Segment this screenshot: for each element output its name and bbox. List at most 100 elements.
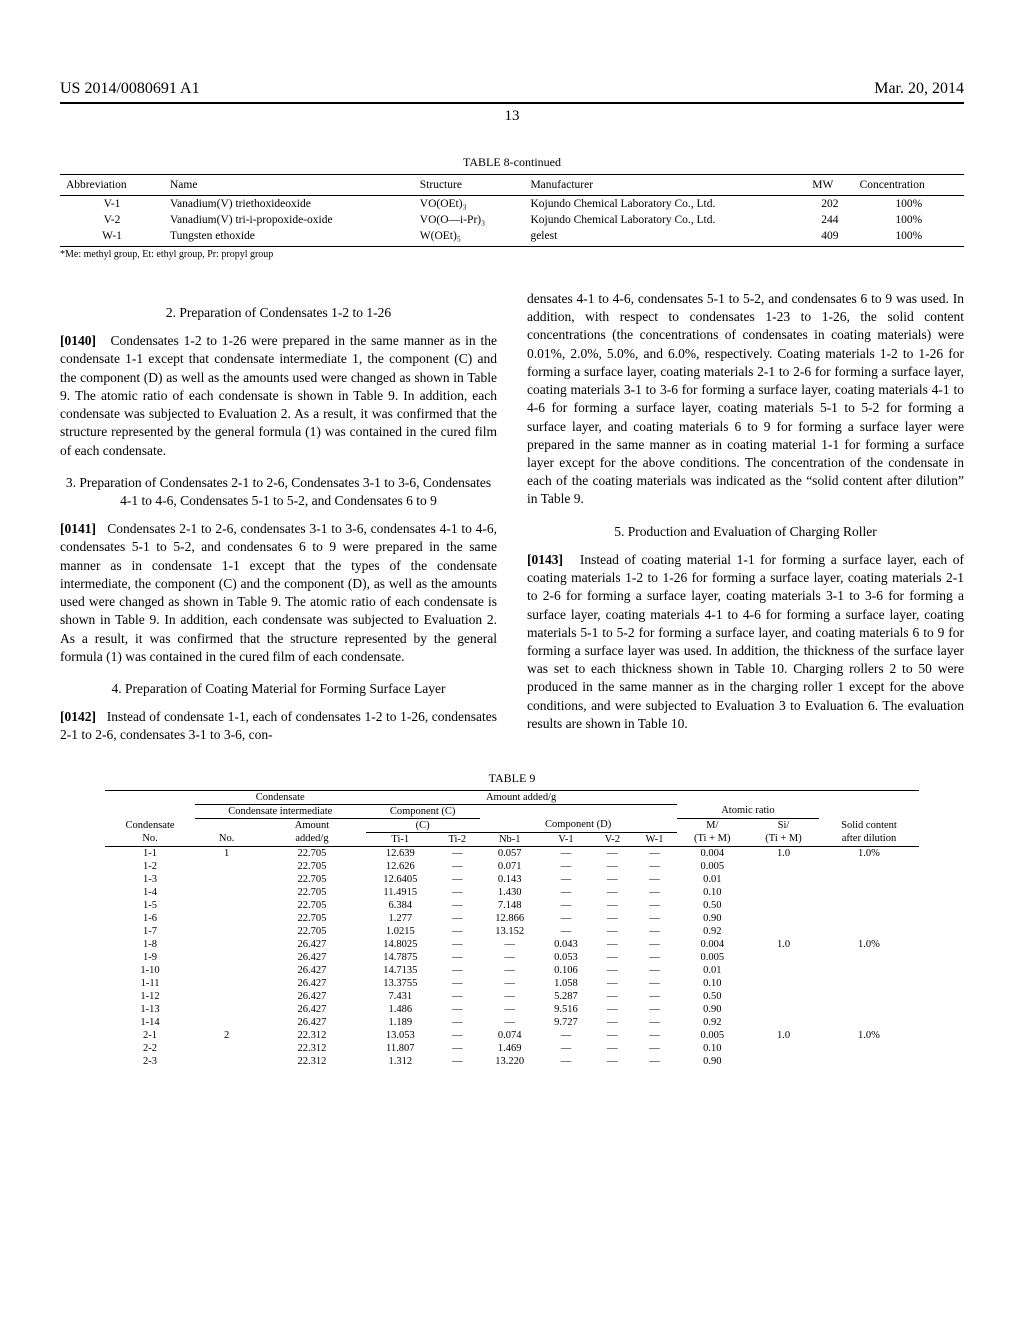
t9-cell: —	[435, 1003, 480, 1016]
t9-cell: 22.312	[258, 1029, 365, 1042]
paranum-0142: [0142]	[60, 709, 96, 724]
table9-row: 2-322.3121.312—13.220———0.90	[105, 1055, 919, 1068]
t9-cell: 1	[195, 846, 258, 860]
p0142-left-text: Instead of condensate 1-1, each of conde…	[60, 709, 497, 742]
t9-cell: —	[480, 964, 540, 977]
t9-cell: —	[540, 912, 592, 925]
t9-cell	[819, 860, 919, 873]
t9-cell	[748, 951, 819, 964]
th-m: (Ti + M)	[677, 832, 748, 846]
t9-cell: —	[632, 873, 676, 886]
t9-cell: 1.0%	[819, 1029, 919, 1042]
t9-cell	[195, 1042, 258, 1055]
t9-grouprow3: Condensate Amount (C) Component (D) M/ S…	[105, 818, 919, 832]
t9-cell	[748, 1016, 819, 1029]
t9-cell: —	[540, 899, 592, 912]
p0141-text: Condensates 2-1 to 2-6, condensates 3-1 …	[60, 521, 497, 664]
t9-cell: 7.431	[366, 990, 435, 1003]
table9-row: 1-522.7056.384—7.148———0.50	[105, 899, 919, 912]
t9-cell: —	[435, 1055, 480, 1068]
th-no: No.	[195, 832, 258, 846]
t9-cell: —	[592, 977, 632, 990]
t9-cell: —	[435, 846, 480, 860]
t9-cell: —	[592, 964, 632, 977]
t9-cell: 1-8	[105, 938, 195, 951]
t9-cell: —	[435, 938, 480, 951]
t9-cell: —	[592, 860, 632, 873]
t9-cell: 1.469	[480, 1042, 540, 1055]
table9-row: 1-1026.42714.7135——0.106——0.01	[105, 964, 919, 977]
t9-cell: 0.074	[480, 1029, 540, 1042]
t9-cell: 1-1	[105, 846, 195, 860]
t9-cell: 1-4	[105, 886, 195, 899]
t9-cell	[748, 912, 819, 925]
t9-cell	[748, 964, 819, 977]
t9-cell: —	[435, 899, 480, 912]
t9-cell: 0.005	[677, 1029, 748, 1042]
t9-cell: 7.148	[480, 899, 540, 912]
t9-cell: 1.189	[366, 1016, 435, 1029]
t9-cell: 1-14	[105, 1016, 195, 1029]
t9-cell: —	[632, 1029, 676, 1042]
t9-cell: 2	[195, 1029, 258, 1042]
t9-cell	[819, 990, 919, 1003]
left-column: 2. Preparation of Condensates 1-2 to 1-2…	[60, 290, 497, 751]
t9-cell: 1.486	[366, 1003, 435, 1016]
t9-cell: —	[632, 1042, 676, 1055]
t9-cell: —	[540, 846, 592, 860]
t9-cell: —	[540, 1042, 592, 1055]
t9-cell: —	[592, 886, 632, 899]
t9-cell: 1-3	[105, 873, 195, 886]
th-mfr: Manufacturer	[524, 175, 806, 196]
t9-condint-group: Condensate intermediate	[195, 804, 366, 818]
t9-cell: —	[540, 925, 592, 938]
t9-cell: —	[632, 964, 676, 977]
t8-cell: VO(OEt)₃	[414, 196, 525, 213]
t9-cell: —	[435, 886, 480, 899]
t9-cell	[195, 990, 258, 1003]
t9-cell: —	[592, 899, 632, 912]
t9-cell: 0.01	[677, 873, 748, 886]
t9-cell: —	[592, 846, 632, 860]
t9-cell: —	[592, 951, 632, 964]
t9-cell: 26.427	[258, 977, 365, 990]
t9-cell	[195, 873, 258, 886]
table9-row: 1-222.70512.626—0.071———0.005	[105, 860, 919, 873]
table9-caption: TABLE 9	[60, 771, 964, 786]
t9-cell: —	[632, 1016, 676, 1029]
th-w1: W-1	[632, 832, 676, 846]
pub-number: US 2014/0080691 A1	[60, 80, 200, 98]
table8: Abbreviation Name Structure Manufacturer…	[60, 174, 964, 247]
t9-cell: 12.866	[480, 912, 540, 925]
t9-cell: 0.10	[677, 886, 748, 899]
sec4-title: 4. Preparation of Coating Material for F…	[60, 680, 497, 698]
t8-cell: Kojundo Chemical Laboratory Co., Ltd.	[524, 212, 806, 228]
t9-cell: —	[592, 1029, 632, 1042]
t9-cell: 13.152	[480, 925, 540, 938]
t9-cell: 1.0%	[819, 846, 919, 860]
t9-cell: 22.705	[258, 886, 365, 899]
th-solid-l1: Solid content	[819, 818, 919, 832]
table9: Condensate Amount added/g Condensate int…	[105, 790, 919, 1068]
t9-cell: —	[592, 912, 632, 925]
t8-cell: 100%	[854, 212, 964, 228]
t9-cell: —	[435, 990, 480, 1003]
th-amount: added/g	[258, 832, 365, 846]
t9-cell: —	[540, 886, 592, 899]
t9-cell: 0.053	[540, 951, 592, 964]
pub-date: Mar. 20, 2014	[874, 80, 964, 98]
t9-cell: —	[540, 860, 592, 873]
t9-cell: 22.705	[258, 899, 365, 912]
t9-cell: 0.10	[677, 977, 748, 990]
t8-cell: V-2	[60, 212, 164, 228]
t9-cell: 1-13	[105, 1003, 195, 1016]
para-0142-right: densates 4-1 to 4-6, condensates 5-1 to …	[527, 290, 964, 509]
table9-row: 1-422.70511.4915—1.430———0.10	[105, 886, 919, 899]
t9-cell: 1-9	[105, 951, 195, 964]
t9-cell: 14.7135	[366, 964, 435, 977]
sec3-title: 3. Preparation of Condensates 2-1 to 2-6…	[60, 474, 497, 510]
t9-cell	[748, 990, 819, 1003]
table9-row: 1-1226.4277.431——5.287——0.50	[105, 990, 919, 1003]
para-0140: [0140] Condensates 1-2 to 1-26 were prep…	[60, 332, 497, 460]
t9-cell: 0.92	[677, 925, 748, 938]
